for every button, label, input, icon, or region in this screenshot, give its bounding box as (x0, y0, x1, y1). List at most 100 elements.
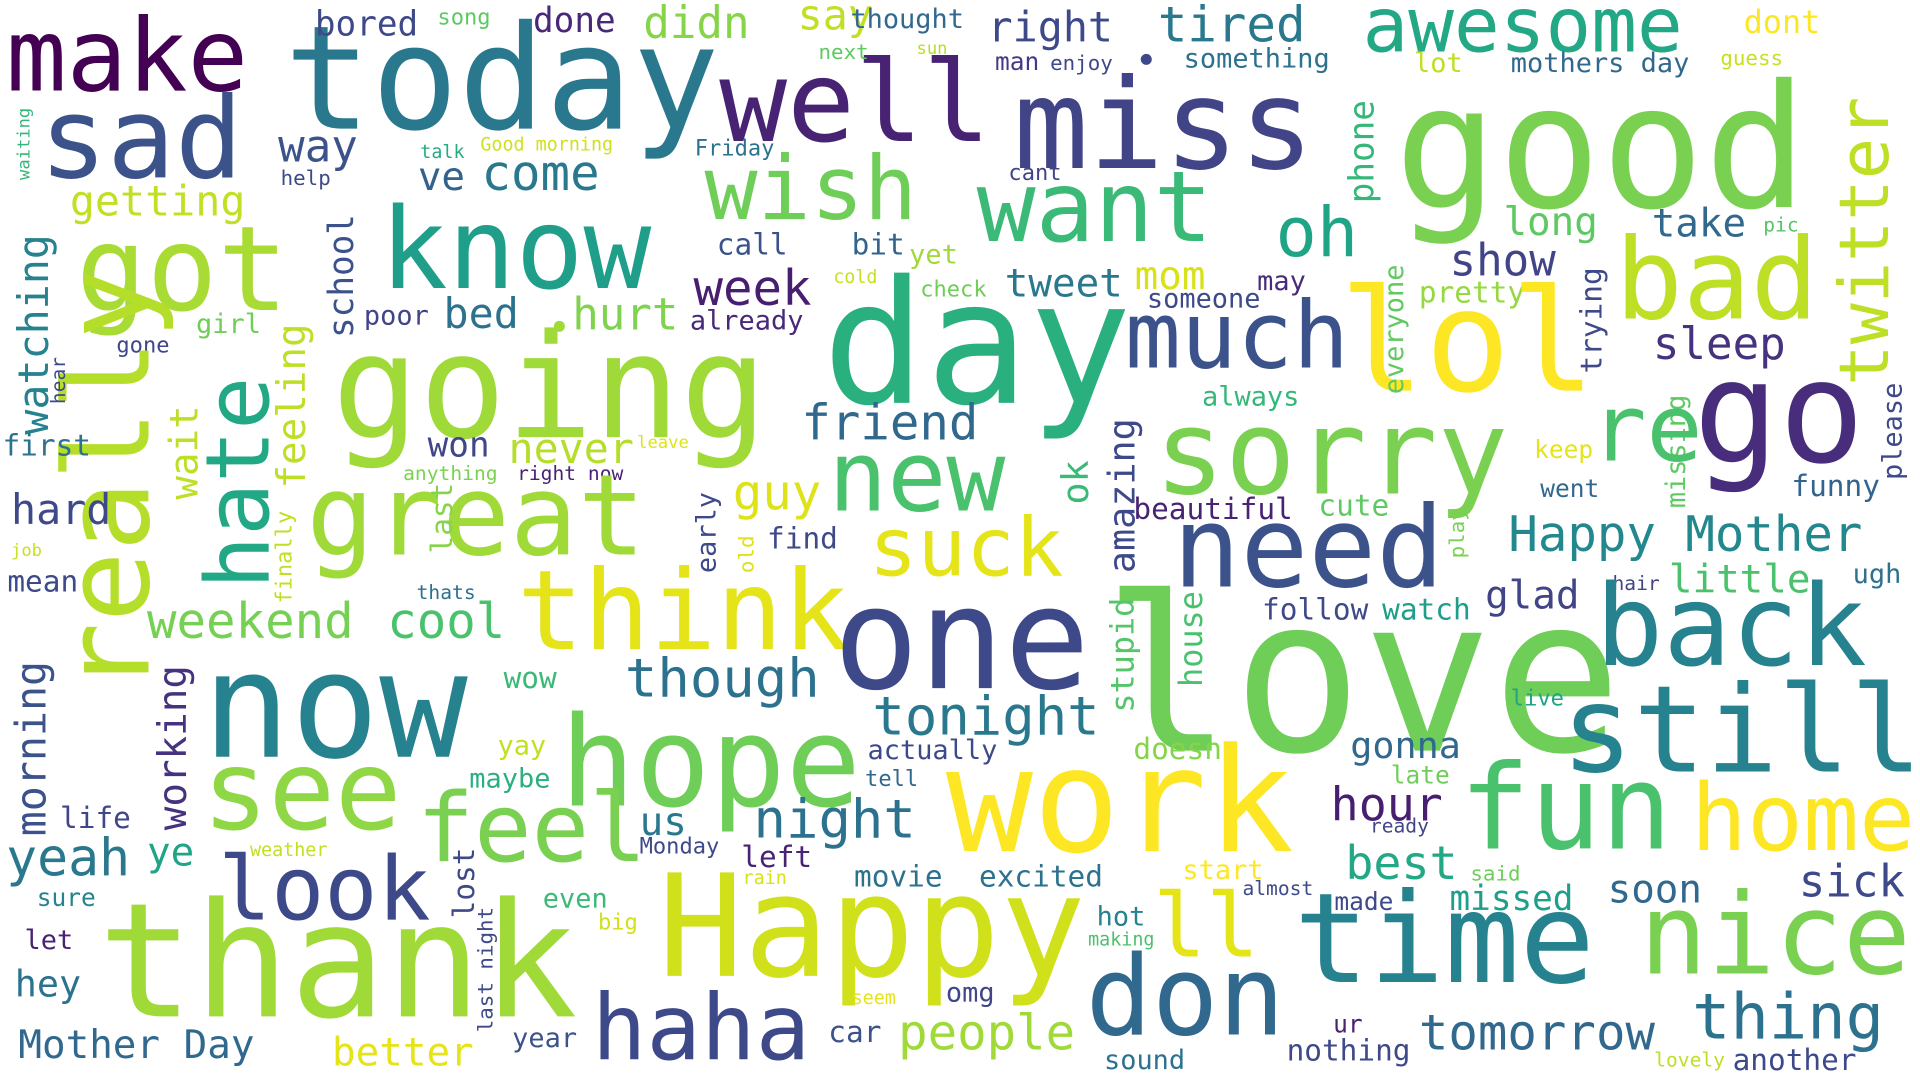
word: rain (742, 866, 787, 889)
word: check (920, 276, 987, 303)
word: year (512, 1023, 578, 1055)
word: morning (7, 660, 57, 837)
word: job (11, 541, 43, 561)
word: awesome (1362, 0, 1683, 70)
word: go (1693, 330, 1865, 496)
word: right (987, 3, 1114, 53)
word: pretty (1418, 275, 1526, 310)
word: great (306, 450, 646, 582)
word: movie (854, 859, 943, 894)
word: nothing (1286, 1033, 1411, 1068)
word: sick (1798, 857, 1905, 908)
word: going (332, 302, 768, 472)
word: bed (443, 290, 519, 340)
word: see (202, 727, 402, 856)
word: gonna (1350, 724, 1461, 768)
word: pic (1763, 213, 1799, 237)
word: funny (1791, 468, 1880, 504)
word: yet (909, 240, 958, 271)
word: mom (1134, 252, 1206, 299)
word: something (1183, 44, 1330, 75)
word: time (1293, 866, 1595, 1013)
word: hurt (572, 290, 679, 341)
word: people (898, 1005, 1076, 1062)
word: still (1561, 661, 1920, 801)
word: don (1085, 933, 1285, 1062)
word: may (1257, 266, 1306, 298)
word: oh (1275, 193, 1359, 274)
word: better (332, 1028, 474, 1076)
word: fun (1459, 739, 1672, 877)
word: lol (1339, 259, 1596, 425)
word: little (1668, 555, 1811, 603)
word: cool (387, 593, 506, 651)
word: keep (1534, 434, 1594, 465)
word: thats (416, 580, 476, 604)
word: need (1172, 482, 1445, 614)
word: ok (1054, 460, 1098, 505)
word: miss (1013, 52, 1315, 199)
word: finally (272, 510, 298, 604)
word: last night (474, 906, 499, 1033)
word: everyone (1379, 264, 1411, 395)
word: friend (801, 395, 979, 452)
word: someone (1146, 284, 1261, 315)
word: day (822, 244, 1133, 445)
word: weekend (147, 593, 354, 651)
word: dont (1743, 4, 1821, 42)
word: best (1345, 836, 1458, 891)
word: missed (1449, 877, 1574, 919)
word: Happy Mother (1508, 506, 1863, 564)
word: phone (1341, 100, 1383, 204)
word: car (828, 1015, 882, 1050)
word: help (280, 166, 331, 192)
word: Friday (694, 135, 775, 162)
word: thought (850, 4, 964, 36)
word: soon (1607, 865, 1703, 913)
word: say (797, 0, 873, 41)
word: hard (11, 486, 112, 536)
word: know (379, 183, 652, 315)
word: think (517, 547, 850, 676)
word: cant (1008, 160, 1062, 187)
word: right now (517, 461, 624, 485)
word: first (2, 428, 91, 463)
word: hot (1096, 902, 1146, 934)
word: last (425, 482, 460, 554)
word: ye (147, 828, 195, 876)
word: much (1124, 280, 1350, 390)
word: today (284, 0, 720, 163)
word: hour (1330, 777, 1443, 832)
word: suck (868, 500, 1064, 596)
word: even (542, 884, 608, 915)
word: left (741, 840, 813, 875)
word: done (533, 0, 616, 41)
word: lovely (1654, 1048, 1725, 1072)
word: take (1651, 199, 1747, 247)
word: work (945, 716, 1295, 886)
word: mean (7, 564, 79, 599)
word: maybe (469, 764, 551, 795)
word: new (828, 420, 1006, 534)
word: watch (1382, 592, 1471, 627)
word: leave (637, 433, 689, 454)
word: almost (1242, 876, 1314, 901)
dot-mark (553, 320, 565, 332)
word: nice (1639, 869, 1911, 1001)
word: well (719, 36, 991, 168)
word: won (427, 424, 490, 466)
word: excited (979, 859, 1103, 894)
word: start (1182, 855, 1264, 887)
word: ugh (1852, 559, 1902, 591)
word: week (693, 260, 812, 318)
word: Mother Day (18, 1021, 255, 1068)
word: long (1503, 198, 1598, 245)
word: enjoy (1050, 51, 1113, 76)
word: lot (1413, 48, 1463, 80)
word: actually (867, 735, 998, 767)
word: seem (851, 986, 896, 1009)
word: tomorrow (1418, 1005, 1655, 1062)
word: went (1540, 473, 1600, 504)
word: said (1470, 862, 1521, 887)
word: hear (46, 356, 70, 405)
